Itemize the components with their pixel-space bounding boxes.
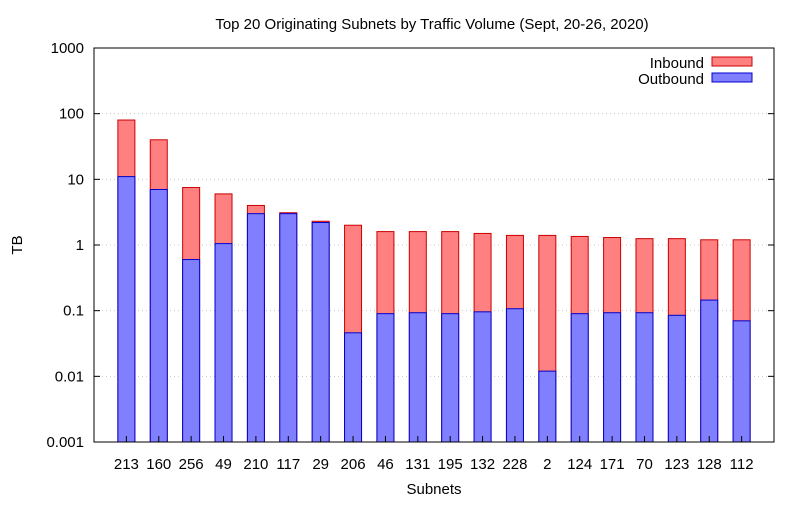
bar-outbound-131	[408, 312, 427, 443]
y-tick-label: 100	[59, 106, 84, 123]
y-tick-label: 0.1	[63, 303, 84, 320]
x-axis-label: Subnets	[406, 481, 461, 498]
bar-outbound-160	[149, 189, 168, 443]
bar-outbound-228	[505, 308, 524, 443]
x-tick-label: 29	[312, 456, 329, 473]
x-tick-label: 131	[405, 456, 430, 473]
bar-outbound-213	[117, 176, 136, 443]
bar-outbound-70	[635, 312, 654, 443]
x-tick-label: 132	[470, 456, 495, 473]
legend: Inbound Outbound	[638, 55, 753, 88]
x-tick-label: 2	[543, 456, 551, 473]
x-tick-label: 213	[114, 456, 139, 473]
bar-outbound-128	[700, 299, 719, 443]
legend-label-outbound: Outbound	[638, 71, 704, 88]
x-tick-label: 228	[502, 456, 527, 473]
legend-label-inbound: Inbound	[650, 55, 704, 72]
x-ticks: 213 160 256 49 210 117 29 206 46 131 195 132 228 2 124…	[114, 436, 754, 473]
x-tick-label: 195	[438, 456, 463, 473]
x-tick-label: 49	[215, 456, 232, 473]
grid-layer	[94, 113, 774, 377]
bar-outbound-29	[311, 222, 330, 443]
y-tick-label: 1000	[51, 40, 84, 57]
x-tick-label: 46	[377, 456, 394, 473]
y-tick-label: 1	[76, 237, 84, 254]
bar-outbound-256	[182, 259, 201, 443]
x-tick-label: 124	[567, 456, 592, 473]
y-tick-label: 0.01	[55, 368, 84, 385]
y-ticks: 0.001 0.01 0.1 1 10 100 1000	[46, 40, 774, 451]
x-tick-label: 160	[146, 456, 171, 473]
bar-outbound-206	[344, 332, 363, 443]
y-axis-label: TB	[9, 235, 26, 254]
bar-outbound-117	[279, 213, 298, 443]
bar-outbound-171	[603, 312, 622, 443]
bar-outbound-123	[667, 314, 686, 443]
bar-outbound-46	[376, 313, 395, 443]
bar-outbound-112	[732, 320, 751, 443]
bar-outbound-195	[441, 313, 460, 443]
bar-outbound-124	[570, 313, 589, 443]
bars-layer	[117, 119, 751, 443]
x-tick-label: 206	[341, 456, 366, 473]
x-tick-label: 117	[276, 456, 300, 473]
x-tick-label: 171	[600, 456, 625, 473]
x-tick-label: 112	[730, 456, 754, 473]
legend-swatch-outbound	[711, 72, 753, 83]
x-tick-label: 123	[664, 456, 689, 473]
bar-outbound-132	[473, 311, 492, 443]
x-tick-label: 128	[697, 456, 722, 473]
x-tick-label: 70	[636, 456, 653, 473]
x-tick-label: 210	[243, 456, 268, 473]
chart-title: Top 20 Originating Subnets by Traffic Vo…	[215, 16, 648, 33]
bar-outbound-210	[246, 213, 265, 443]
bar-outbound-2	[538, 370, 557, 443]
x-tick-label: 256	[179, 456, 204, 473]
y-tick-label: 0.001	[46, 434, 84, 451]
y-tick-label: 10	[67, 171, 84, 188]
bar-outbound-49	[214, 243, 233, 443]
legend-swatch-inbound	[711, 56, 753, 67]
